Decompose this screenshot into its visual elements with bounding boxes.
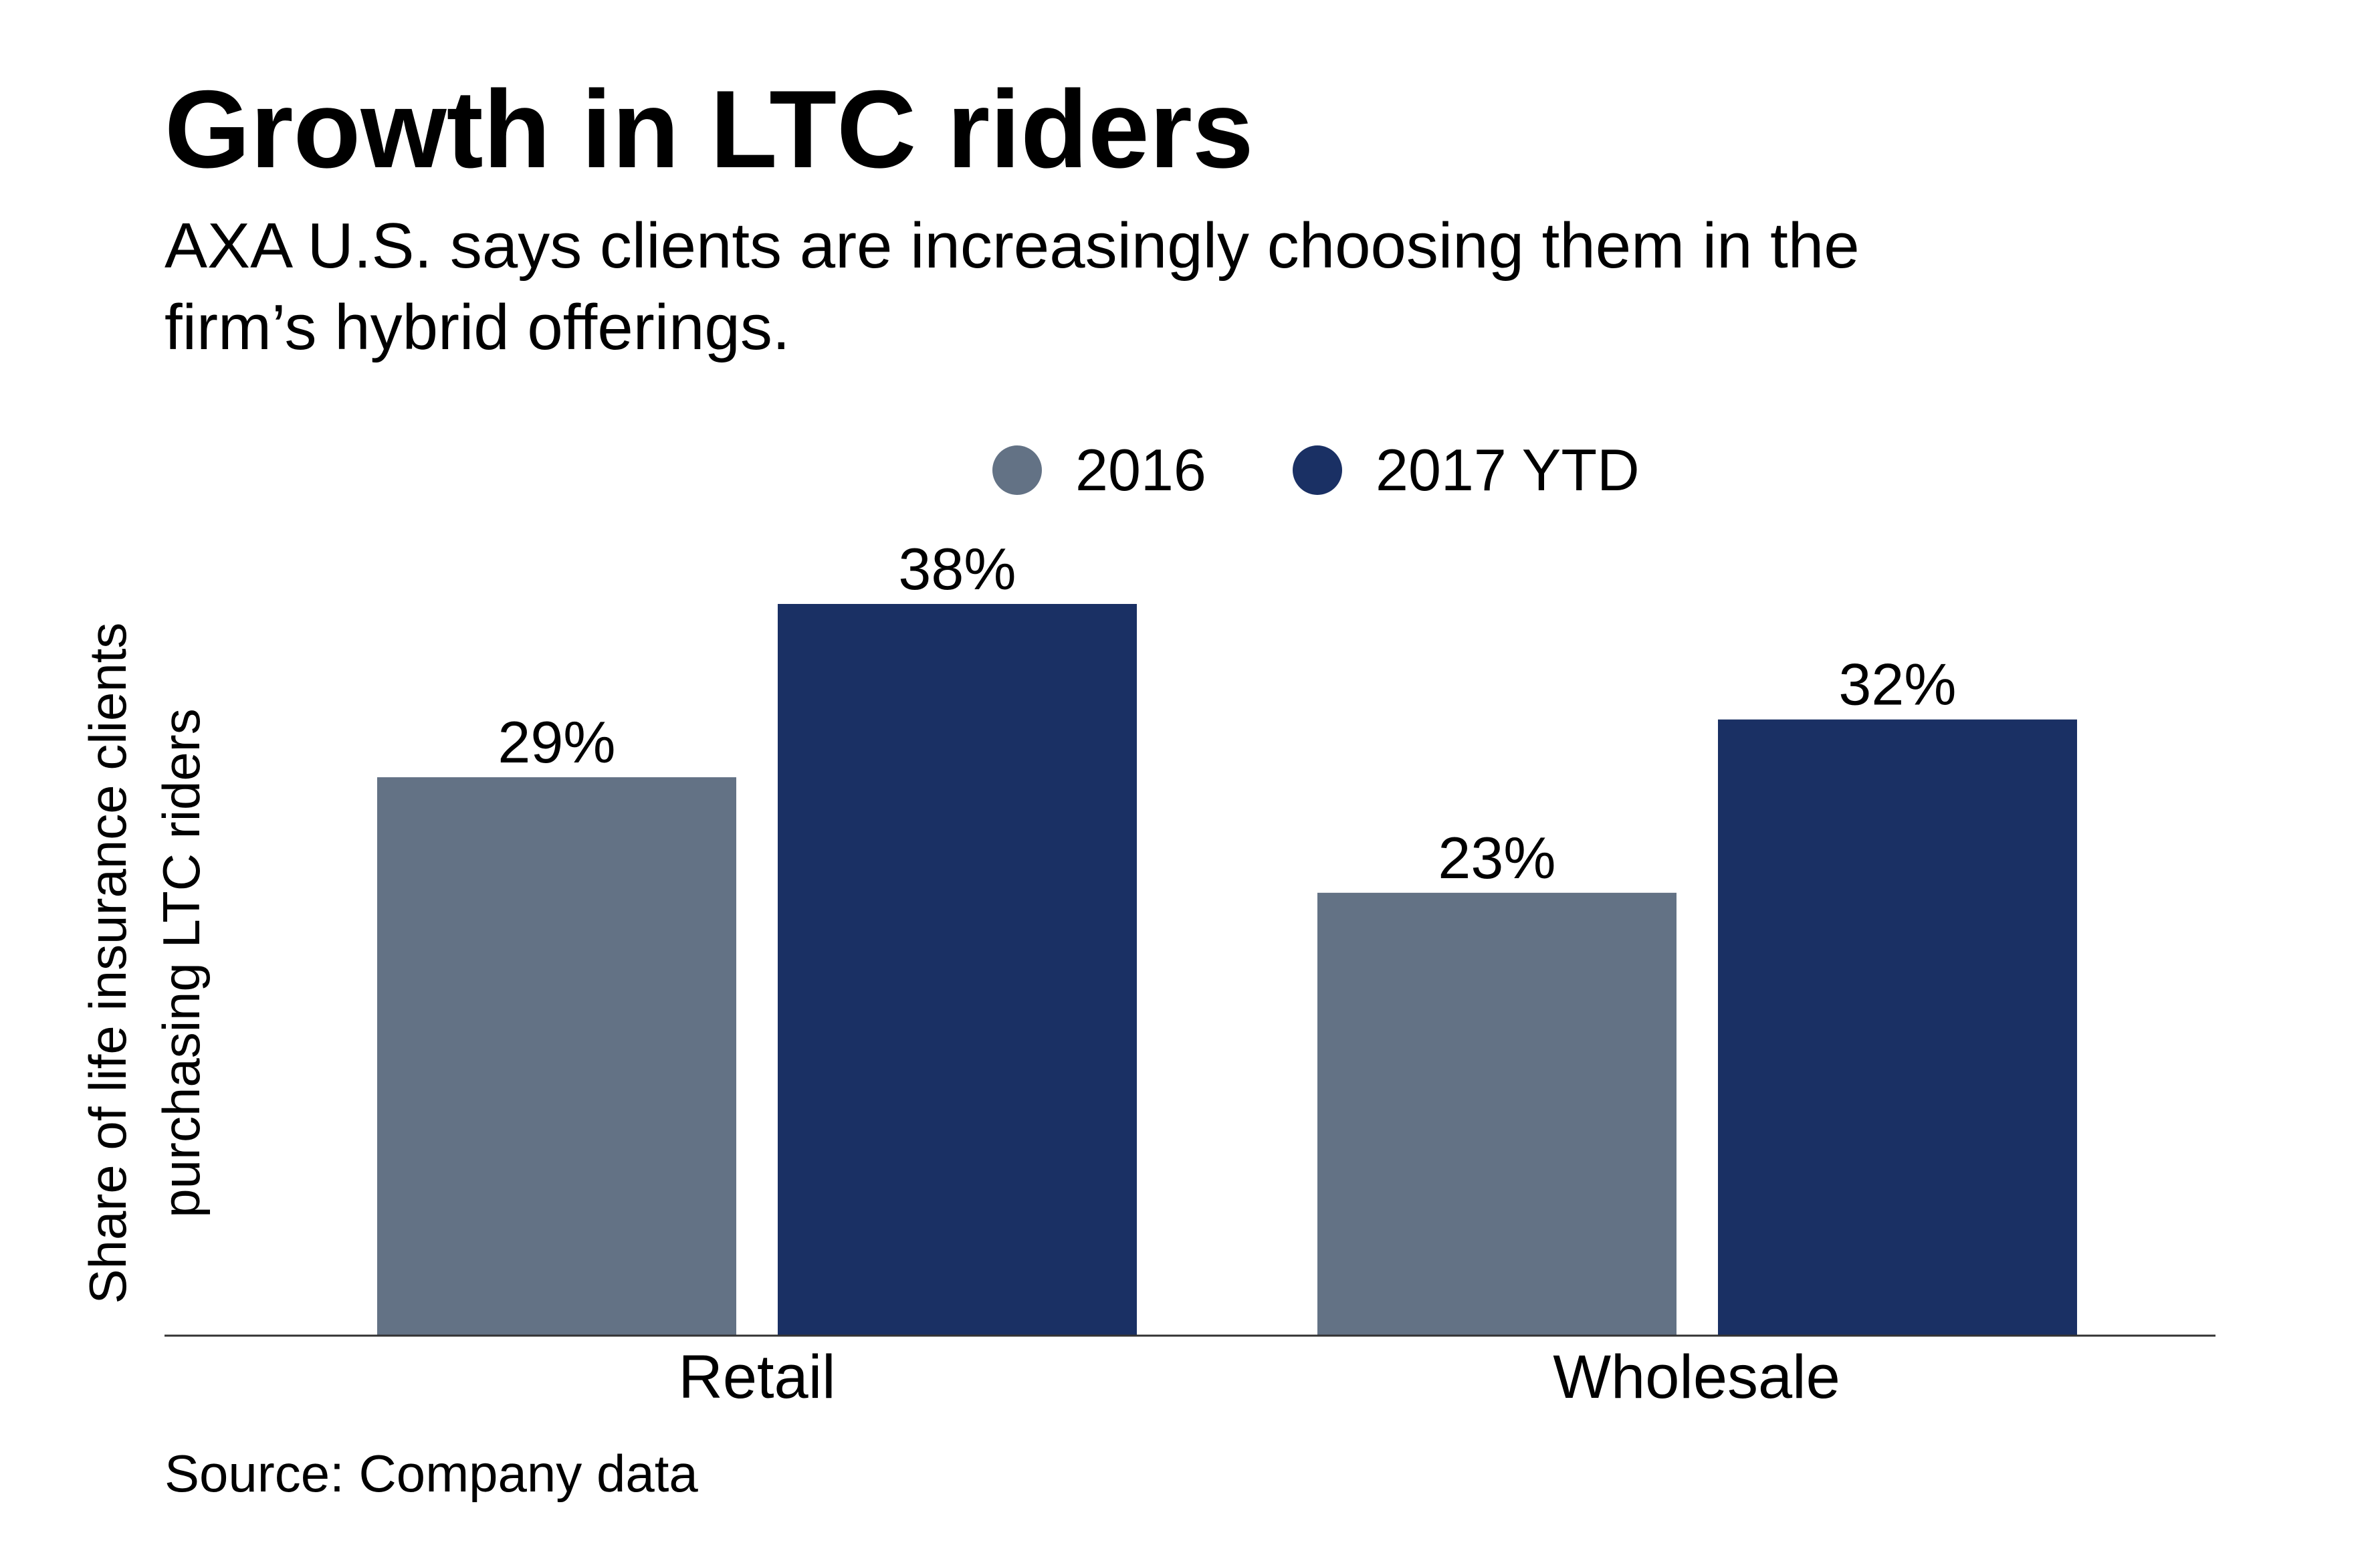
- x-tick-label-wholesale: Wholesale: [1553, 1343, 1840, 1411]
- legend: 2016 2017 YTD: [992, 437, 1640, 503]
- bars: [377, 604, 2077, 1336]
- y-axis-label-line-2: purchasing LTC riders: [152, 708, 211, 1218]
- legend-marker-2016: [992, 445, 1042, 495]
- data-label-wholesale-2017-ytd: 32%: [1838, 651, 1956, 718]
- legend-marker-2017-ytd: [1293, 445, 1342, 495]
- bar-retail-2017-ytd: [778, 604, 1137, 1336]
- chart-subtitle-line-2: firm’s hybrid offerings.: [165, 292, 790, 363]
- data-label-retail-2017-ytd: 38%: [898, 536, 1016, 602]
- source-note: Source: Company data: [165, 1444, 698, 1503]
- bar-wholesale-2016: [1317, 892, 1676, 1336]
- bar-retail-2016: [377, 777, 736, 1336]
- bar-wholesale-2017-ytd: [1718, 719, 2077, 1336]
- data-label-retail-2016: 29%: [498, 709, 615, 775]
- x-tick-label-retail: Retail: [678, 1343, 835, 1411]
- bar-labels: 29% 23% 38% 32%: [498, 536, 1956, 891]
- y-axis-label-line-1: Share of life insurance clients: [78, 623, 137, 1304]
- chart-subtitle-line-1: AXA U.S. says clients are increasingly c…: [165, 210, 1860, 282]
- legend-label-2016: 2016: [1075, 437, 1206, 503]
- chart-title: Growth in LTC riders: [165, 68, 1254, 191]
- y-axis-label: Share of life insurance clients purchasi…: [78, 623, 211, 1304]
- data-label-wholesale-2016: 23%: [1438, 825, 1555, 891]
- legend-label-2017-ytd: 2017 YTD: [1376, 437, 1640, 503]
